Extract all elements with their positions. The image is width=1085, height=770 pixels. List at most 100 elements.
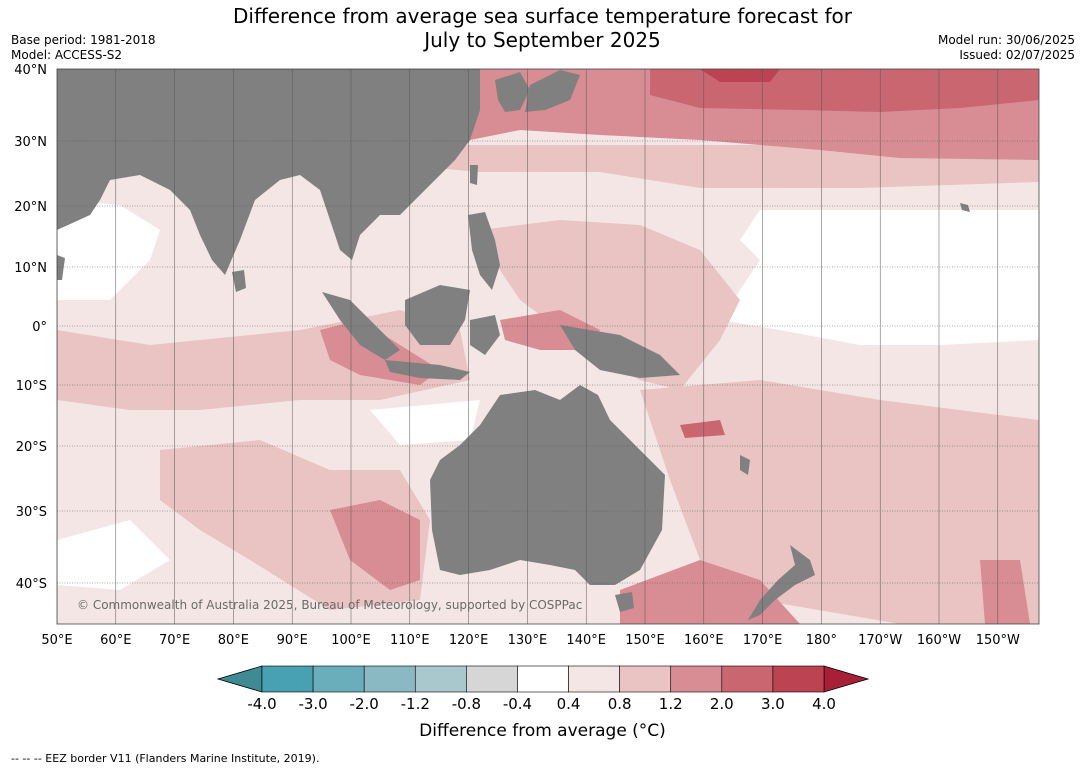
anomaly-tasman — [620, 560, 800, 624]
colorbar-tick: -3.0 — [298, 695, 327, 713]
anomaly-band-2.0-north — [650, 69, 1039, 112]
arabian-peninsula — [57, 160, 100, 215]
lon-label: 150°W — [976, 633, 1020, 648]
anomaly-coral-sea-spot — [680, 420, 725, 438]
hawaii — [960, 203, 970, 212]
tasmania — [615, 592, 634, 612]
lon-label: 170°W — [858, 633, 902, 648]
lat-label: 10°S — [16, 379, 47, 394]
colorbar-swatch — [261, 665, 314, 693]
title-line-1: Difference from average sea surface temp… — [232, 4, 852, 28]
model-text: Model: ACCESS-S2 — [11, 48, 123, 62]
lon-label: 150°E — [625, 633, 665, 648]
colorbar: -4.0 -3.0 -2.0 -1.2 -0.8 -0.4 0.4 0.8 1.2 2.0 3.0 4… — [216, 665, 870, 713]
meta-left: Base period: 1981-2018 Model: ACCESS-S2 — [11, 33, 156, 63]
anomaly-far-south-east — [980, 560, 1030, 624]
anomaly-near-zero-arabian-sea — [57, 200, 160, 300]
colorbar-swatch — [670, 665, 723, 693]
graticule — [57, 69, 1039, 624]
meta-right: Model run: 30/06/2025 Issued: 02/07/2025 — [938, 33, 1075, 63]
eez-footnote: -- -- -- EEZ border V11 (Flanders Marine… — [11, 752, 320, 765]
colorbar-tick: -1.2 — [401, 695, 430, 713]
colorbar-tick: -0.4 — [503, 695, 532, 713]
lat-label: 40°S — [16, 577, 47, 592]
latitude-labels: 40°N 30°N 20°N 10°N 0° 10°S 20°S 30°S 40°S — [14, 63, 47, 592]
sri-lanka — [232, 270, 246, 292]
lon-label: 60°E — [100, 633, 131, 648]
colorbar-title: Difference from average (°C) — [419, 721, 666, 741]
lon-label: 180° — [806, 633, 837, 648]
horn-of-africa — [57, 255, 65, 280]
map-title: Difference from average sea surface temp… — [0, 4, 1085, 52]
lat-label: 10°N — [14, 261, 47, 276]
colorbar-swatch — [414, 665, 467, 693]
lon-label: 90°E — [277, 633, 308, 648]
lat-label: 20°N — [14, 200, 47, 215]
colorbar-swatch — [772, 665, 825, 693]
issued-text: Issued: 02/07/2025 — [959, 48, 1075, 62]
japan — [525, 70, 580, 112]
lat-label: 0° — [32, 320, 47, 335]
lat-label: 40°N — [14, 63, 47, 78]
anomaly-south-indian-warm — [330, 500, 420, 590]
taiwan — [470, 165, 478, 185]
colorbar-tick: 2.0 — [710, 695, 734, 713]
colorbar-swatch — [466, 665, 518, 693]
colorbar-tick: 0.8 — [608, 695, 632, 713]
lon-label: 130°E — [508, 633, 548, 648]
korea-japan-west — [495, 72, 530, 112]
borneo — [405, 285, 470, 345]
colorbar-swatch — [619, 665, 672, 693]
anomaly-warm-pool — [480, 220, 740, 390]
colorbar-swatch — [721, 665, 774, 693]
anomaly-near-zero-sw — [57, 520, 170, 590]
colorbar-over-arrow — [823, 665, 870, 693]
lon-label: 70°E — [159, 633, 190, 648]
lon-label: 120°E — [449, 633, 489, 648]
land — [57, 69, 970, 620]
lon-label: 80°E — [218, 633, 249, 648]
colorbar-swatch — [517, 665, 569, 693]
map-frame — [56, 68, 1040, 625]
new-caledonia — [740, 455, 750, 475]
anomaly-near-zero-nw-australia — [370, 400, 480, 445]
asia-landmass — [57, 69, 480, 275]
map-area: © Commonwealth of Australia 2025, Bureau… — [57, 69, 1039, 624]
australia — [430, 385, 665, 585]
lon-label: 160°W — [917, 633, 961, 648]
lon-label: 50°E — [41, 633, 72, 648]
colorbar-swatch — [363, 665, 416, 693]
colorbar-swatch — [568, 665, 620, 693]
anomaly-band-3.0-north — [700, 69, 780, 82]
model-run-text: Model run: 30/06/2025 — [937, 33, 1075, 47]
sulawesi — [470, 315, 500, 355]
sumatra — [322, 292, 400, 360]
colorbar-under-arrow — [216, 665, 263, 693]
colorbar-tick: 1.2 — [659, 695, 683, 713]
lon-label: 100°E — [331, 633, 371, 648]
title-line-2: July to September 2025 — [424, 28, 661, 52]
lat-label: 30°N — [14, 135, 47, 150]
longitude-labels: 50°E 60°E 70°E 80°E 90°E 100°E 110°E 120°E 130°E… — [41, 633, 1020, 648]
colorbar-tick: 3.0 — [761, 695, 785, 713]
lon-label: 160°E — [684, 633, 724, 648]
lat-label: 20°S — [16, 440, 47, 455]
base-period-text: Base period: 1981-2018 — [11, 33, 156, 47]
new-zealand — [748, 545, 815, 620]
lon-label: 110°E — [390, 633, 430, 648]
colorbar-tick: -2.0 — [350, 695, 379, 713]
lon-label: 170°E — [743, 633, 783, 648]
lon-label: 140°E — [566, 633, 606, 648]
colorbar-tick: 0.4 — [557, 695, 581, 713]
colorbar-swatch — [312, 665, 365, 693]
colorbar-tick: -4.0 — [247, 695, 276, 713]
colorbar-tick: -0.8 — [452, 695, 481, 713]
lat-label: 30°S — [16, 505, 47, 520]
anomaly-near-zero-east — [720, 210, 1039, 345]
java-islands — [385, 360, 470, 380]
new-guinea — [560, 325, 680, 378]
copyright-text: © Commonwealth of Australia 2025, Bureau… — [77, 598, 582, 612]
philippines — [468, 212, 500, 290]
colorbar-tick: 4.0 — [812, 695, 836, 713]
